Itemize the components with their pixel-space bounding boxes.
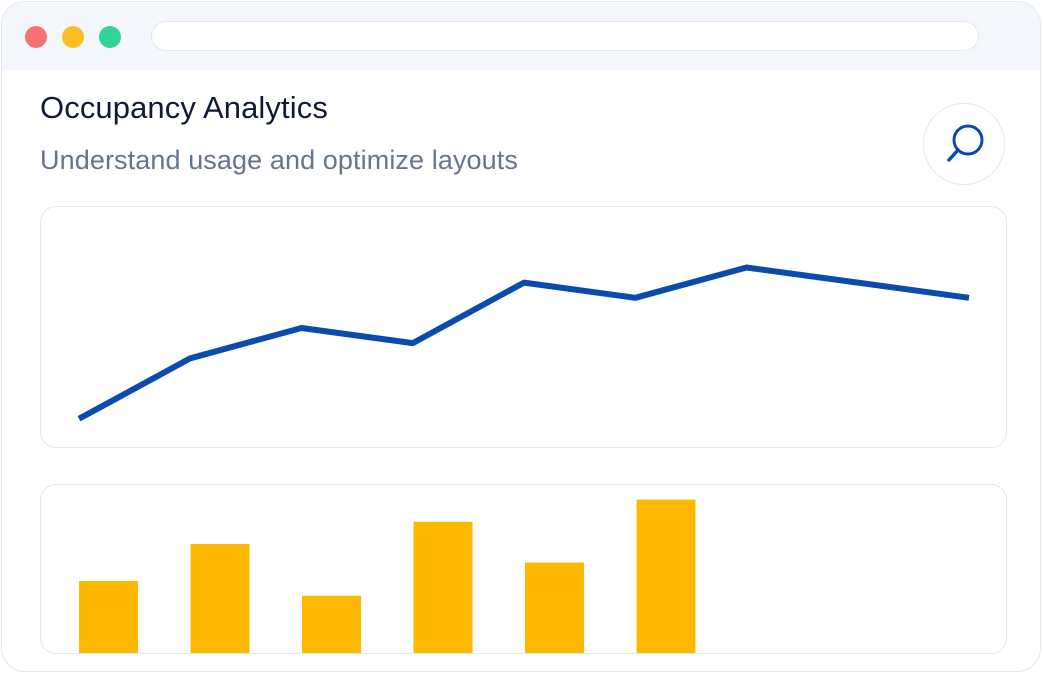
line-chart-svg xyxy=(77,264,970,422)
close-window-button[interactable] xyxy=(25,26,47,48)
minimize-window-button[interactable] xyxy=(62,26,84,48)
bar-5 xyxy=(525,562,584,653)
search-icon-handle xyxy=(947,148,960,162)
bar-chart-svg xyxy=(79,499,696,653)
maximize-window-button[interactable] xyxy=(99,26,121,48)
bar-6 xyxy=(636,499,696,653)
occupancy-trend-chart xyxy=(40,206,1007,448)
line-series xyxy=(77,264,970,422)
page-title: Occupancy Analytics xyxy=(40,90,328,125)
search-button[interactable] xyxy=(923,103,1005,185)
bar-3 xyxy=(302,595,361,653)
occupancy-bar-chart xyxy=(40,484,1007,654)
search-icon-lens xyxy=(952,124,984,156)
bar-1 xyxy=(79,581,138,653)
address-bar[interactable] xyxy=(151,21,979,51)
page-subtitle: Understand usage and optimize layouts xyxy=(40,145,518,175)
search-icon xyxy=(947,124,984,162)
window-titlebar xyxy=(2,2,1040,70)
bar-2 xyxy=(190,544,250,653)
bar-4 xyxy=(413,521,473,653)
